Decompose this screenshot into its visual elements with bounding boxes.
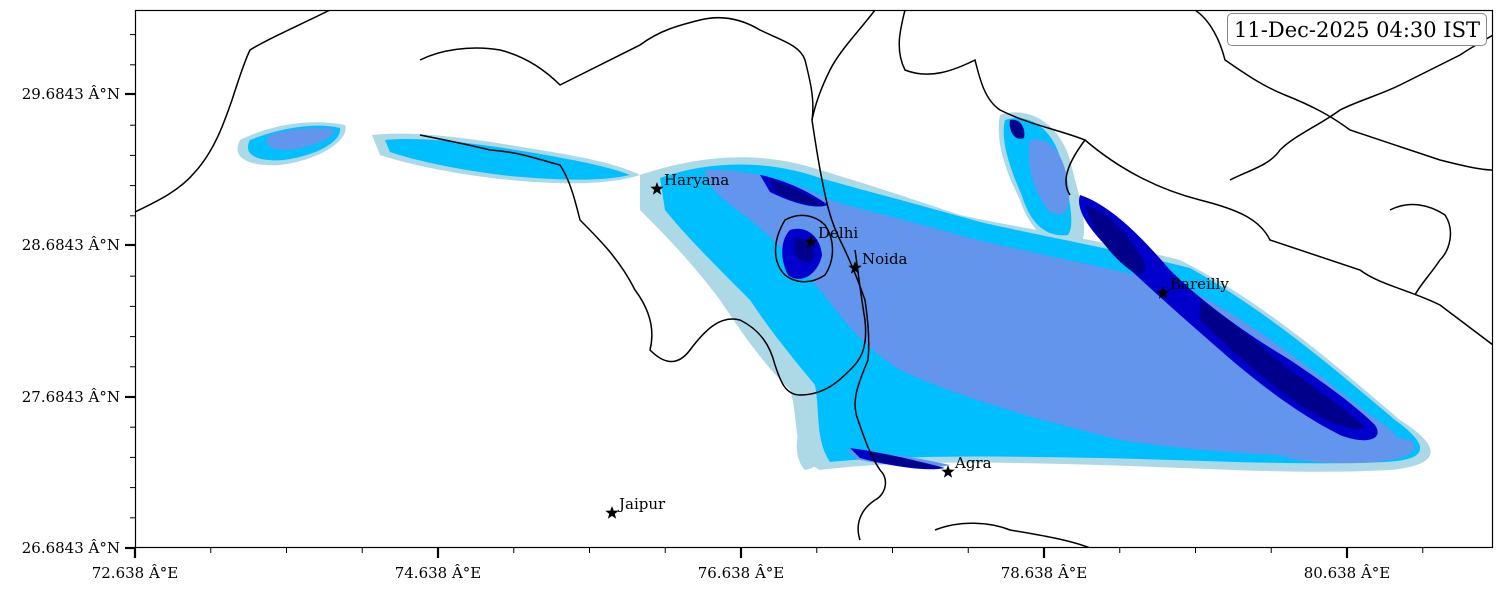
- boundary-south: [934, 522, 1091, 548]
- boundary-west: [135, 10, 331, 213]
- x-tick-label: 76.638 Â°E: [698, 564, 785, 582]
- boundaries: [135, 10, 1493, 548]
- city-label-noida: Noida: [862, 250, 908, 268]
- city-label-delhi: Delhi: [818, 224, 858, 242]
- boundary-state-middle: [419, 134, 867, 396]
- city-label-agra: Agra: [954, 454, 992, 472]
- city-marker-noida: [848, 261, 862, 274]
- y-axis: 26.6843 Â°N 27.6843 Â°N 28.6843 Â°N 29.6843…: [22, 34, 135, 557]
- city-label-jaipur: Jaipur: [617, 495, 666, 513]
- boundary-up-west: [811, 119, 887, 541]
- x-tick-label: 78.638 Â°E: [1001, 564, 1088, 582]
- city-marker-jaipur: [605, 506, 619, 519]
- city-label-bareilly: Bareilly: [1170, 275, 1229, 293]
- boundary-delhi: [774, 214, 834, 283]
- precip-level-5: [770, 119, 1365, 469]
- boundary-state-north: [419, 16, 814, 121]
- x-tick-label: 72.638 Â°E: [92, 564, 179, 582]
- y-tick-label: 27.6843 Â°N: [22, 388, 120, 406]
- timestamp-box: 11-Dec-2025 04:30 IST: [1227, 13, 1487, 46]
- x-axis: 72.638 Â°E 74.638 Â°E 76.638 Â°E 78.638 Â°E…: [92, 548, 1424, 582]
- city-marker-delhi: [804, 235, 818, 248]
- city-label-haryana: Haryana: [664, 171, 729, 189]
- timestamp-text: 11-Dec-2025 04:30 IST: [1234, 18, 1480, 42]
- y-tick-label: 28.6843 Â°N: [22, 236, 120, 254]
- boundary-far-north: [1194, 10, 1493, 171]
- x-tick-label: 80.638 Â°E: [1304, 564, 1391, 582]
- boundary-nepal: [1084, 139, 1493, 346]
- y-tick-label: 26.6843 Â°N: [22, 539, 120, 557]
- plot-frame: [134, 9, 1494, 549]
- x-tick-label: 74.638 Â°E: [395, 564, 482, 582]
- boundary-east: [1229, 34, 1493, 296]
- boundary-north-east: [811, 10, 1087, 196]
- city-marker-haryana: [650, 182, 664, 195]
- city-marker-agra: [941, 465, 955, 478]
- city-marker-bareilly: [1156, 286, 1170, 299]
- y-tick-label: 29.6843 Â°N: [22, 85, 120, 103]
